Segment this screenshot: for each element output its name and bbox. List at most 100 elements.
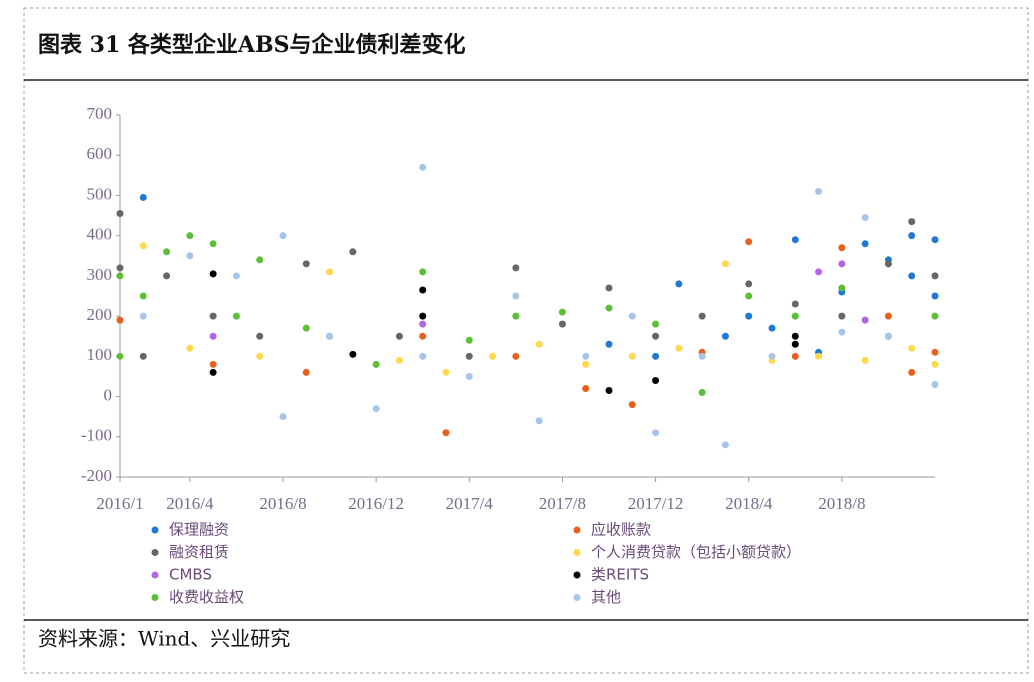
point (582, 352, 590, 360)
point (349, 350, 357, 358)
point (139, 193, 147, 201)
point (558, 320, 566, 328)
point (721, 332, 729, 340)
legend-marker (151, 549, 159, 556)
point (116, 316, 124, 324)
point (675, 344, 683, 352)
y-tick-label: 200 (87, 305, 113, 324)
point (652, 376, 660, 384)
point (745, 238, 753, 246)
point (209, 368, 217, 376)
y-tick-label: -100 (81, 426, 112, 445)
point (698, 389, 706, 397)
point (116, 210, 124, 218)
point (721, 260, 729, 268)
point (815, 352, 823, 360)
point (628, 312, 636, 320)
point (209, 270, 217, 278)
legend-marker (151, 571, 159, 579)
chart-title: 图表 31 各类型企业ABS与企业债利差变化 (38, 32, 466, 58)
point (745, 292, 753, 300)
legend-label: 个人消费贷款（包括小额贷款） (591, 543, 801, 561)
x-tick-label: 2018/8 (818, 494, 865, 513)
point (116, 264, 124, 272)
point (838, 328, 846, 336)
point (931, 272, 939, 280)
legend-marker (573, 571, 581, 579)
point (139, 292, 147, 300)
point (791, 352, 799, 360)
point (419, 352, 427, 360)
point (605, 340, 613, 348)
legend-marker (151, 594, 159, 601)
point (209, 312, 217, 320)
point (465, 372, 473, 380)
point (838, 284, 846, 292)
point (908, 344, 916, 352)
point (908, 218, 916, 226)
point (256, 332, 264, 340)
point (279, 413, 287, 421)
y-tick-label: 600 (87, 144, 113, 163)
y-tick-label: 100 (87, 345, 113, 364)
x-tick-label: 2017/4 (446, 494, 494, 513)
legend-label: 收费收益权 (169, 588, 244, 606)
point (861, 240, 869, 248)
point (605, 387, 613, 395)
x-tick-label: 2017/12 (628, 494, 684, 513)
point (884, 260, 892, 268)
point (209, 360, 217, 368)
point (791, 300, 799, 308)
point (349, 248, 357, 256)
point (465, 352, 473, 360)
point (815, 268, 823, 276)
point (302, 368, 310, 376)
point (535, 417, 543, 425)
point (395, 356, 403, 364)
point (605, 304, 613, 312)
point (815, 187, 823, 195)
point (186, 252, 194, 260)
point (652, 429, 660, 437)
point (582, 385, 590, 393)
point (512, 292, 520, 300)
y-tick-label: 300 (87, 265, 113, 284)
point (232, 312, 240, 320)
point (698, 312, 706, 320)
point (628, 352, 636, 360)
point (652, 352, 660, 360)
point (628, 401, 636, 409)
point (698, 352, 706, 360)
legend-label: 保理融资 (169, 521, 229, 539)
point (489, 352, 497, 360)
point (838, 244, 846, 252)
point (582, 360, 590, 368)
point (908, 232, 916, 240)
point (931, 236, 939, 244)
x-tick-label: 2016/4 (166, 494, 214, 513)
point (768, 352, 776, 360)
point (791, 236, 799, 244)
point (861, 356, 869, 364)
point (465, 336, 473, 344)
point (721, 441, 729, 449)
legend-marker (573, 549, 581, 556)
point (163, 248, 171, 256)
point (256, 352, 264, 360)
point (838, 312, 846, 320)
point (908, 368, 916, 376)
point (372, 360, 380, 368)
point (419, 163, 427, 171)
point (675, 280, 683, 288)
point (372, 405, 380, 413)
point (535, 340, 543, 348)
legend-marker (151, 526, 159, 534)
legend-marker (573, 594, 581, 601)
point (209, 332, 217, 340)
point (419, 268, 427, 276)
point (512, 352, 520, 360)
point (139, 312, 147, 320)
point (931, 312, 939, 320)
x-tick-label: 2016/8 (259, 494, 306, 513)
